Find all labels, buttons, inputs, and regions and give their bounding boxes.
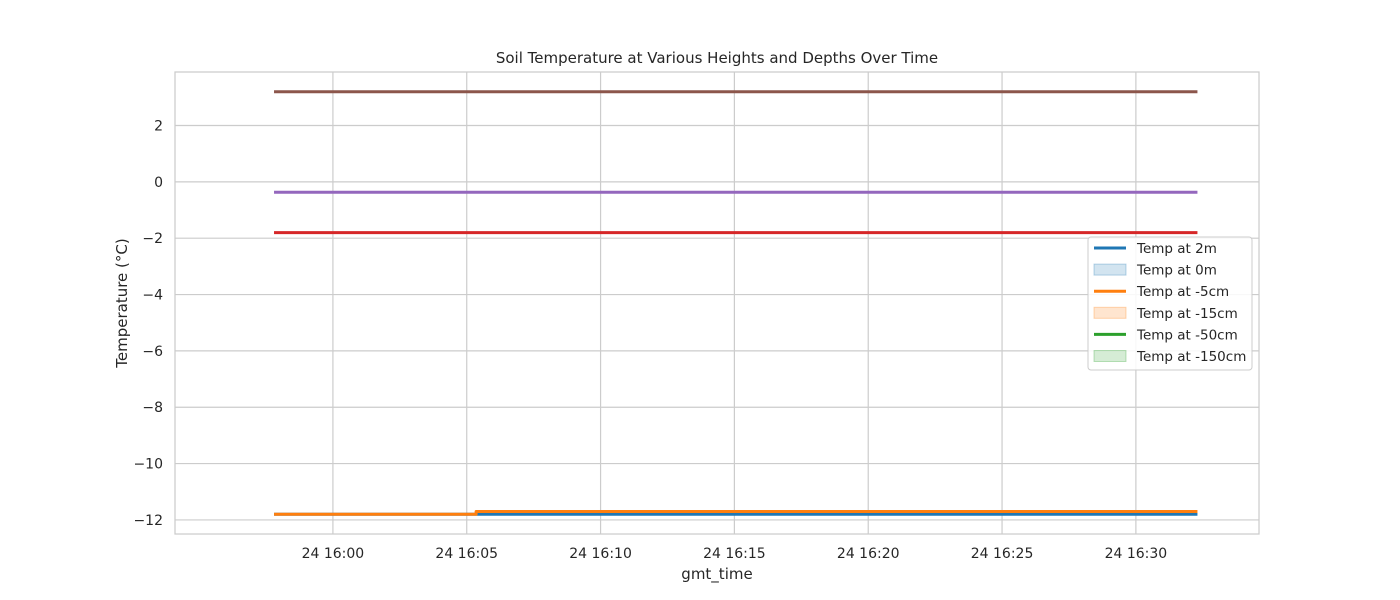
- legend-label: Temp at -50cm: [1136, 327, 1238, 343]
- chart-title: Soil Temperature at Various Heights and …: [496, 49, 938, 67]
- x-axis-label: gmt_time: [681, 565, 752, 584]
- x-tick-labels: 24 16:00 24 16:05 24 16:10 24 16:15 24 16:20…: [302, 546, 1168, 562]
- series-lines: [274, 90, 1198, 516]
- y-tick-label: 2: [154, 119, 163, 135]
- x-tick-label: 24 16:15: [703, 546, 766, 562]
- y-tick-label: −12: [133, 513, 163, 529]
- series-line-1: [274, 509, 1198, 516]
- legend-label: Temp at 0m: [1136, 263, 1217, 279]
- x-tick-label: 24 16:30: [1105, 546, 1168, 562]
- x-tick-label: 24 16:05: [435, 546, 498, 562]
- x-tick-label: 24 16:20: [837, 546, 900, 562]
- y-tick-label: −10: [133, 457, 163, 473]
- x-tick-label: 24 16:25: [971, 546, 1034, 562]
- legend-label: Temp at -150cm: [1136, 349, 1246, 365]
- legend-patch-marker: [1093, 306, 1127, 319]
- grid: [175, 72, 1259, 534]
- x-tick-label: 24 16:10: [569, 546, 632, 562]
- plot-frame: [174, 71, 1260, 535]
- y-tick-label: −8: [142, 400, 163, 416]
- x-tick-label: 24 16:00: [302, 546, 365, 562]
- legend-patch-marker: [1093, 263, 1127, 276]
- legend-box: [1087, 236, 1253, 371]
- y-axis-label: Temperature (°C): [113, 238, 131, 368]
- y-tick-label: −6: [142, 344, 163, 360]
- legend-label: Temp at 2m: [1136, 241, 1217, 257]
- legend: Temp at 2m Temp at 0m Temp at -5cm Temp at …: [1087, 236, 1253, 371]
- legend-label: Temp at -5cm: [1136, 284, 1229, 300]
- y-tick-labels: 2 0 −2 −4 −6 −8 −10 −12: [133, 119, 163, 529]
- legend-patch-marker: [1093, 350, 1127, 362]
- y-tick-label: −2: [142, 231, 163, 247]
- y-tick-label: −4: [142, 288, 163, 304]
- y-tick-label: 0: [154, 175, 163, 191]
- legend-label: Temp at -15cm: [1136, 306, 1238, 322]
